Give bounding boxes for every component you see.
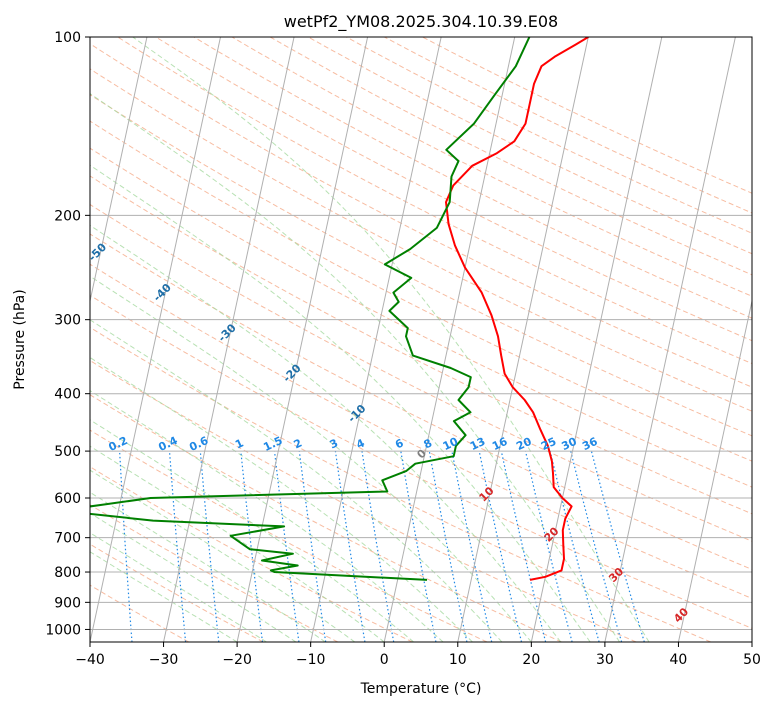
isotherm-line xyxy=(310,37,442,642)
y-tick-label: 100 xyxy=(54,30,81,46)
isotherm-gridlines xyxy=(90,37,752,642)
y-axis-label: Pressure (hPa) xyxy=(12,289,28,389)
dry-adiabat-line xyxy=(90,359,637,642)
isotherm-line xyxy=(163,37,295,642)
x-tick-label: −20 xyxy=(222,652,252,668)
isotherm-line xyxy=(90,37,221,642)
dry-adiabat-line xyxy=(90,543,264,642)
mixing-ratio-label: 20 xyxy=(514,435,534,453)
plot-frame xyxy=(89,36,753,643)
dry-adiabat-line xyxy=(90,147,752,488)
dry-adiabat-line xyxy=(90,429,488,642)
plot-area: -100-90-80-70-60-50-40-30-20-10010203040… xyxy=(90,37,752,642)
mixing-ratio-label: 25 xyxy=(539,435,558,453)
dry-adiabat-line xyxy=(90,394,562,642)
x-tick-label: 20 xyxy=(522,652,540,668)
mixing-ratio-label: 10 xyxy=(441,435,461,453)
y-axis: 100 200 300 400 500 600 700 800 900 1000 xyxy=(45,30,90,638)
dry-adiabat-line xyxy=(90,43,752,388)
isotherm-line xyxy=(530,37,663,642)
dry-adiabat-line xyxy=(90,326,711,642)
moist-adiabat-line xyxy=(90,93,621,642)
mixing-ratio-label: 13 xyxy=(468,435,487,453)
isotherm-line xyxy=(457,37,589,642)
y-tick-label: 500 xyxy=(54,444,81,460)
x-tick-label: 30 xyxy=(596,652,614,668)
y-tick-label: 600 xyxy=(54,491,81,507)
y-tick-label: 700 xyxy=(54,531,81,547)
isotherm-line xyxy=(604,37,736,642)
moist-adiabat-line xyxy=(90,469,356,642)
y-tick-label: 400 xyxy=(54,387,81,403)
moist-adiabat-line xyxy=(90,390,444,642)
y-tick-label: 900 xyxy=(54,595,81,611)
x-tick-label: 50 xyxy=(743,652,761,668)
isobar-gridlines xyxy=(90,37,752,630)
y-tick-label: 1000 xyxy=(45,622,81,638)
y-tick-label: 300 xyxy=(54,313,81,329)
x-tick-label: 40 xyxy=(670,652,688,668)
dry-adiabat-line xyxy=(116,37,752,365)
isotherm-line xyxy=(383,37,516,642)
mixing-ratio-label: 36 xyxy=(580,435,600,453)
dewpoint-profile-line xyxy=(90,37,531,581)
moist-adiabat-line xyxy=(90,319,503,642)
dry-adiabat-line xyxy=(90,233,752,570)
x-tick-label: −30 xyxy=(149,652,179,668)
y-tick-label: 200 xyxy=(54,208,81,224)
mixing-ratio-label: 16 xyxy=(490,435,510,453)
moist-adiabat-line xyxy=(90,356,473,642)
x-tick-label: 10 xyxy=(449,652,467,668)
moist-adiabat-line xyxy=(90,224,562,642)
moist-adiabat-line xyxy=(90,164,591,642)
moist-adiabat-line xyxy=(90,445,385,642)
moist-adiabat-line xyxy=(90,551,238,642)
x-tick-label: 0 xyxy=(380,652,389,668)
isotherm-line xyxy=(677,298,752,642)
dry-adiabat-line xyxy=(90,263,752,599)
profile-series xyxy=(90,37,589,581)
isotherm-line xyxy=(236,37,369,642)
dry-adiabat-line xyxy=(90,68,752,412)
temperature-profile-line xyxy=(445,37,589,581)
moist-adiabat-line xyxy=(90,491,326,642)
dry-adiabat-line xyxy=(90,120,752,462)
x-tick-label: −10 xyxy=(296,652,326,668)
dry-adiabat-line xyxy=(90,175,752,515)
y-tick-label: 800 xyxy=(54,565,81,581)
dry-adiabat-line xyxy=(90,504,339,642)
mixing-ratio-label: 30 xyxy=(560,435,580,453)
isotherm-line xyxy=(90,37,148,304)
x-axis-label: Temperature (°C) xyxy=(360,681,482,697)
x-tick-label: −40 xyxy=(75,652,105,668)
x-axis: −40 −30 −20 −10 0 10 20 30 40 50 xyxy=(75,642,761,668)
chart-title: wetPf2_YM08.2025.304.10.39.E08 xyxy=(284,12,558,32)
